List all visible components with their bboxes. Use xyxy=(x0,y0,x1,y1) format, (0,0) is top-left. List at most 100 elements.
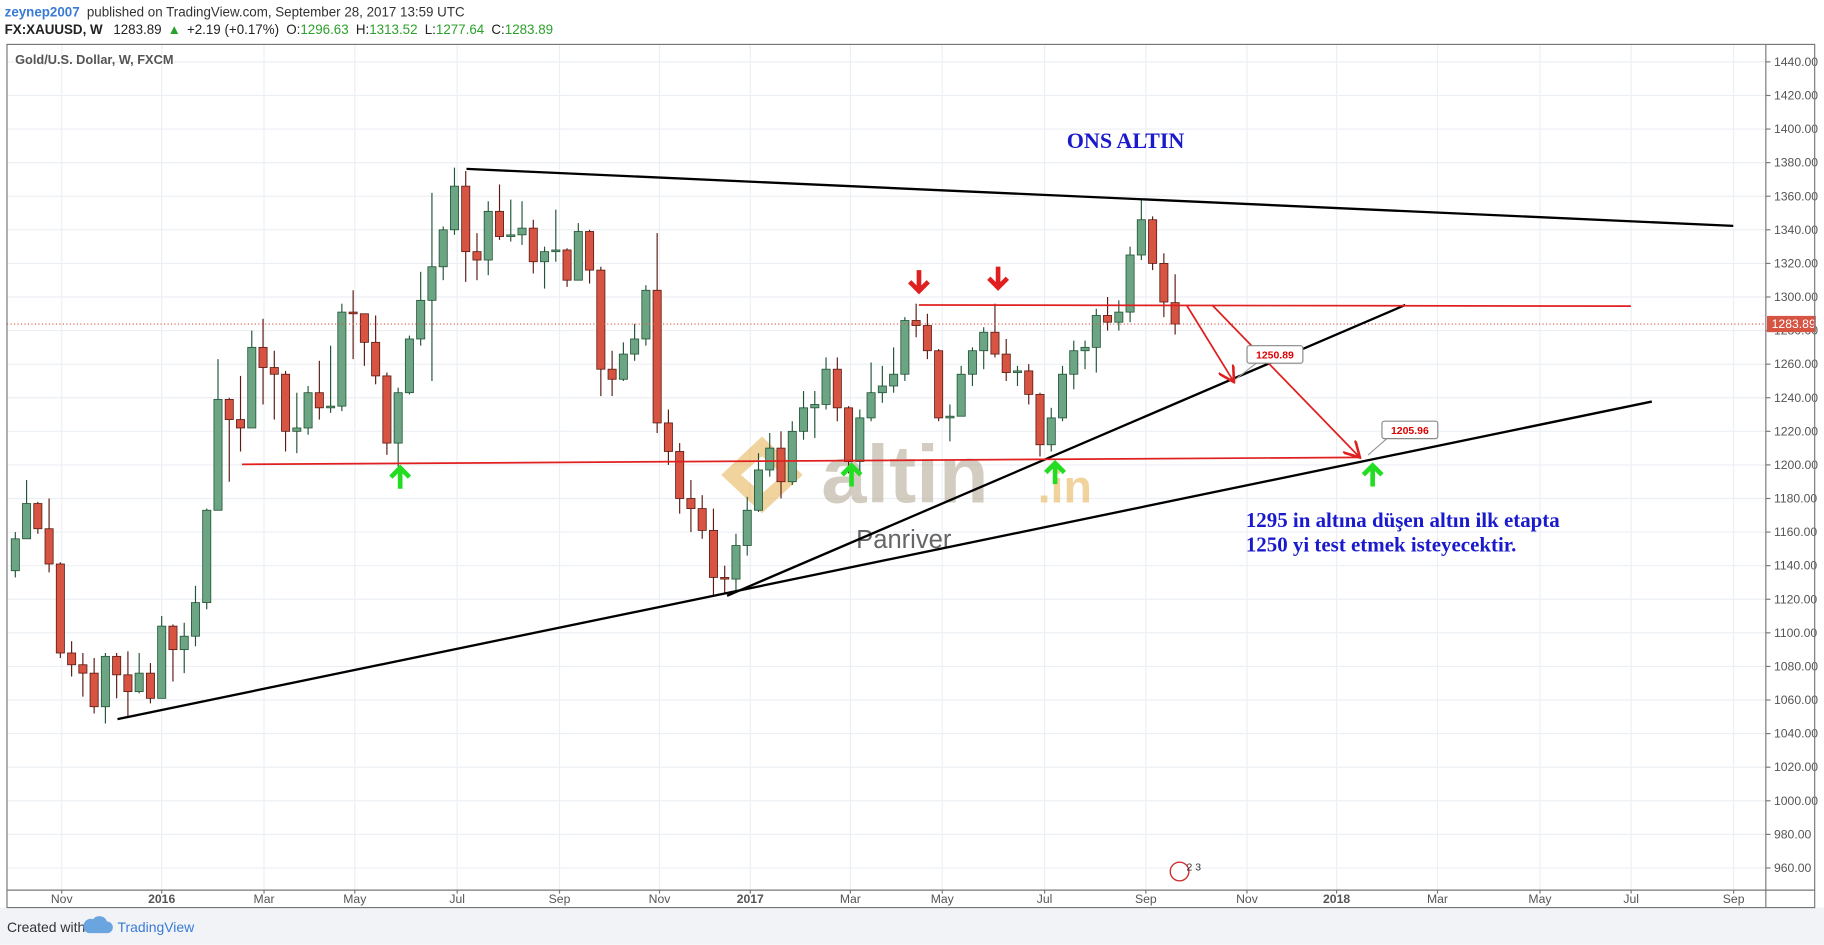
published: published on TradingView.com, September … xyxy=(87,5,465,20)
footer-created: Created with xyxy=(7,919,85,935)
ohlc-value: 1283.89 xyxy=(505,22,553,37)
target-box xyxy=(1381,420,1439,440)
x-tick-label: May xyxy=(343,892,367,906)
x-tick-label: May xyxy=(931,892,955,906)
candle-body xyxy=(213,399,223,511)
x-tick-label: Nov xyxy=(51,892,74,906)
projection-arrow xyxy=(1185,304,1234,381)
callout-line xyxy=(1235,362,1257,380)
y-tick-label: 1360.00 xyxy=(1774,189,1818,203)
candle-body xyxy=(100,655,110,708)
trend-line xyxy=(117,400,1653,721)
candle-body xyxy=(1080,346,1090,352)
candle-body xyxy=(765,447,775,471)
y-tick-label: 1200.00 xyxy=(1774,458,1818,472)
candle-body xyxy=(889,373,899,387)
ohlc-label: C: xyxy=(491,22,504,37)
candle-body xyxy=(1035,393,1045,446)
candle-body xyxy=(89,672,99,708)
comment: 1250 yi test etmek isteyecektir. xyxy=(1246,533,1517,557)
support-line xyxy=(241,456,1362,466)
y-tick-label: 1180.00 xyxy=(1774,492,1817,506)
candle-body xyxy=(720,577,730,580)
down-arrow xyxy=(908,270,930,295)
candle-body xyxy=(44,528,54,565)
comment: 1295 in altına düşen altın ilk etapta xyxy=(1246,508,1560,532)
candle-body xyxy=(55,563,65,654)
candle-body xyxy=(1170,302,1180,325)
chart-title: Gold/U.S. Dollar, W, FXCM xyxy=(15,52,173,67)
candle-body xyxy=(1159,262,1169,303)
footer-brand[interactable]: TradingView xyxy=(117,919,195,935)
x-tick-label: Jul xyxy=(1623,892,1639,906)
y-tick-label: 1140.00 xyxy=(1774,559,1817,573)
candle-body xyxy=(675,451,685,499)
candle-body xyxy=(22,503,32,540)
candle-body xyxy=(258,346,268,368)
candle-body xyxy=(269,367,279,375)
candle-body xyxy=(1136,219,1146,256)
headline: ONS ALTIN xyxy=(1067,128,1185,153)
up-arrow xyxy=(840,462,863,487)
y-tick-label: 1080.00 xyxy=(1774,660,1818,674)
candle-body xyxy=(686,498,696,509)
y-tick-label: 980.00 xyxy=(1774,827,1812,841)
candle-body xyxy=(1114,311,1124,323)
candle-body xyxy=(438,229,448,268)
x-tick-label: Nov xyxy=(649,892,672,906)
candle-body xyxy=(551,249,561,253)
candle-body xyxy=(596,269,606,370)
candle-body xyxy=(1125,254,1135,313)
candle-body xyxy=(483,210,493,261)
last-price-box xyxy=(1767,315,1816,333)
candle-body xyxy=(697,508,707,531)
candle-body xyxy=(630,338,640,355)
y-tick-label: 1300.00 xyxy=(1774,290,1818,304)
candle-body xyxy=(967,350,977,375)
candle-body xyxy=(708,529,718,578)
candle-body xyxy=(461,185,471,253)
axes: 960.00 980.00 1000.00 1020.00 1040.00 1060.00… xyxy=(51,55,1818,906)
candle-body xyxy=(112,655,122,676)
x-tick-label: May xyxy=(1528,892,1552,906)
projection-arrow xyxy=(1211,304,1359,456)
footer-logo xyxy=(83,916,113,934)
candle-body xyxy=(945,415,955,419)
up-arrow xyxy=(1044,459,1067,485)
candle-body xyxy=(472,251,482,261)
up-arrow xyxy=(1361,462,1384,487)
candle-body xyxy=(168,625,178,651)
candle-body xyxy=(528,227,538,263)
header-line: zeynep2007 published on TradingView.com,… xyxy=(5,5,465,20)
candle-body xyxy=(900,320,910,375)
candle-body xyxy=(281,373,291,432)
candle-body xyxy=(754,469,763,511)
candle-body xyxy=(78,664,88,674)
candle-body xyxy=(810,404,820,409)
candle-body xyxy=(190,602,200,637)
candle-body xyxy=(359,313,369,343)
candle-body xyxy=(844,407,854,462)
x-tick-label: 2017 xyxy=(737,892,764,906)
badge-icon xyxy=(1169,861,1190,882)
user: zeynep2007 xyxy=(5,5,80,20)
candle-body xyxy=(495,210,504,237)
y-tick-label: 1100.00 xyxy=(1774,626,1817,640)
x-tick-label: Nov xyxy=(1236,892,1259,906)
y-tick-label: 1320.00 xyxy=(1774,256,1818,270)
candle-body xyxy=(449,185,459,231)
y-tick-label: 1440.00 xyxy=(1774,55,1818,69)
candle-body xyxy=(517,227,527,236)
x-tick-label: Mar xyxy=(254,892,275,906)
candle-body xyxy=(303,392,313,429)
y-tick-label: 1400.00 xyxy=(1774,122,1818,136)
y-tick-label: 1160.00 xyxy=(1774,525,1817,539)
footer-band xyxy=(0,907,1824,945)
y-tick-label: 1220.00 xyxy=(1774,424,1818,438)
candle-body xyxy=(247,346,257,429)
change: +2.19 (+0.17%) xyxy=(187,22,279,37)
y-tick-label: 1420.00 xyxy=(1774,89,1818,103)
candle-body xyxy=(607,368,617,380)
candle-body xyxy=(1058,373,1067,419)
y-tick-label: 960.00 xyxy=(1774,861,1812,875)
